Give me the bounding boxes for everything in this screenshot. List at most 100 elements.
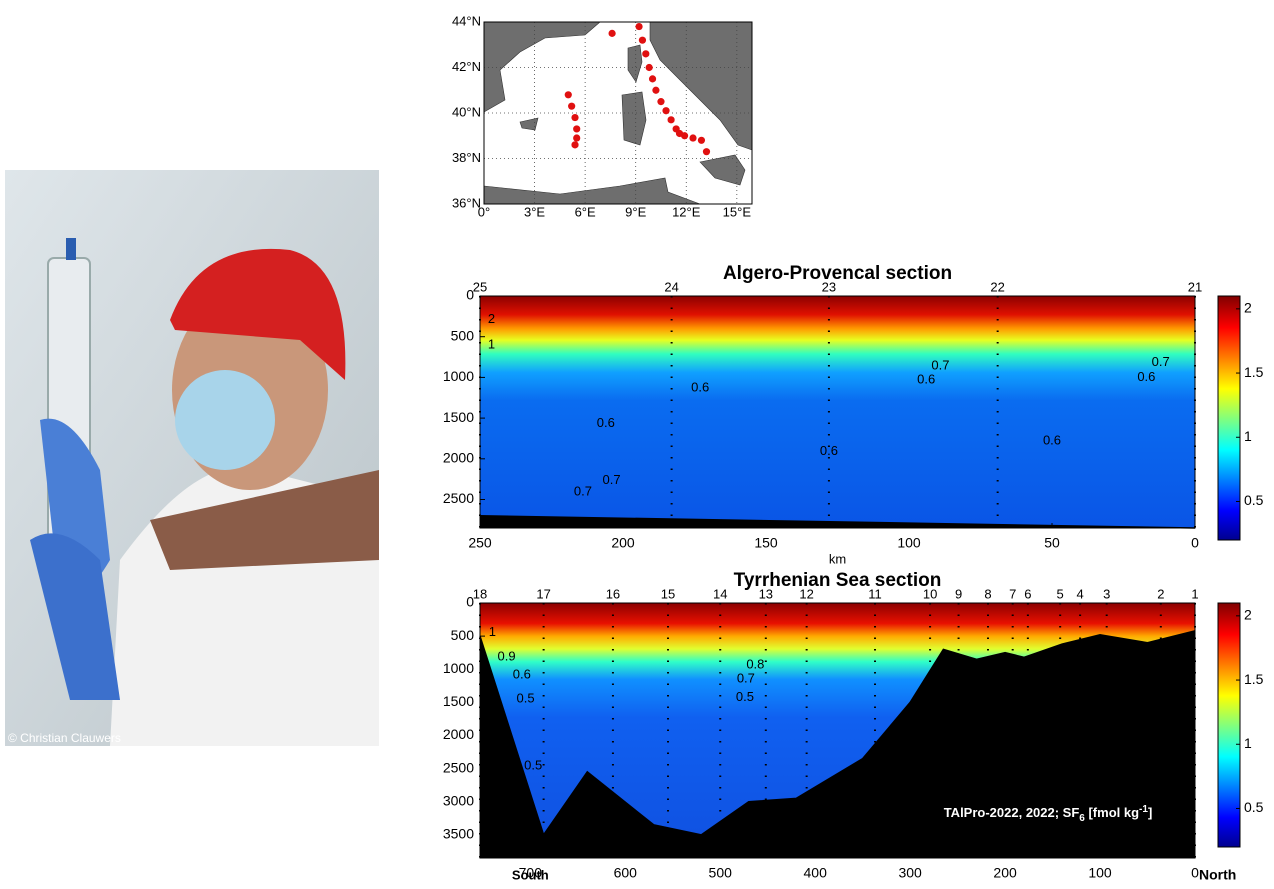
colorbar-tick-label: 2 [1244,300,1252,316]
contour-label: 2 [488,311,495,326]
map-land [483,21,753,205]
station-point [635,22,643,31]
y-tick-label: 2000 [443,726,474,742]
annotation-text: TAlPro-2022, 2022; SF [944,805,1080,820]
seafloor [479,630,1196,837]
station-point [573,134,581,142]
contour-label: 0.6 [820,443,838,458]
station-label: 21 [1188,279,1202,294]
x-tick-label: 150 [754,535,778,551]
x-tick-label: 50 [1044,535,1060,551]
map-frame [483,21,753,205]
x-end-label: North [1199,867,1236,883]
annotation-sup: -1 [1139,804,1148,815]
y-tick-label: 44°N [452,13,481,28]
contour-label: 0.6 [513,667,531,682]
station-point [662,107,670,115]
station-point [568,102,576,110]
station-point [648,75,657,83]
station-point [564,91,572,99]
y-tick-label: 36°N [452,195,481,210]
station-point [680,132,689,140]
seafloor [479,515,1196,529]
y-tick-label: 3000 [443,792,474,808]
contour-label: 0.5 [736,689,754,704]
x-tick-label: 500 [709,865,733,881]
contour-label: 0.9 [498,648,516,663]
station-label: 3 [1103,586,1110,601]
x-tick-label: 700 [519,865,543,881]
y-tick-label: 1000 [443,368,474,384]
y-tick-label: 1000 [443,660,474,676]
station-point [571,141,579,149]
concentration-field [480,296,1195,528]
photo: © Christian Clauwers [5,170,379,746]
contour-label: 0.7 [574,484,592,499]
contour-label: 0.5 [517,690,535,705]
colorbar-tick-label: 0.5 [1244,492,1264,508]
y-tick-label: 42°N [452,59,481,74]
photo-credit: © Christian Clauwers [8,731,121,745]
station-label: 7 [1009,586,1016,601]
station-point [702,148,711,156]
x-tick-label: 300 [898,865,922,881]
contour-label: 0.7 [931,357,949,372]
y-tick-label: 2500 [443,490,474,506]
contour-label: 0.6 [597,415,615,430]
station-label: 10 [923,586,937,601]
contour-label: 0.6 [1043,432,1061,447]
contour-label: 0.7 [737,671,755,686]
station-point [645,63,653,72]
station-point [689,134,697,142]
station-point [652,86,660,94]
station-point [657,98,665,106]
contour-label: 0.6 [917,371,935,386]
contour-label: 1 [488,336,495,351]
station-label: 24 [664,279,678,294]
station-point [667,116,675,124]
x-tick-label: 0° [478,204,490,219]
y-tick-label: 2000 [443,450,474,466]
y-tick-label: 0 [466,594,474,610]
contour-label: 0.5 [524,757,542,772]
y-tick-label: 1500 [443,693,474,709]
contour-label: 0.6 [1137,369,1155,384]
contour-label: 0.7 [1152,354,1170,369]
colorbar-tick-label: 1.5 [1244,671,1264,687]
x-tick-label: 12°E [672,204,701,219]
station-label: 4 [1076,586,1083,601]
annotation-end: ] [1148,805,1152,820]
x-tick-label: 9°E [625,204,646,219]
annotation: TAlPro-2022, 2022; SF6 [fmol kg-1] [944,804,1153,824]
station-label: 14 [713,586,727,601]
x-tick-label: 200 [993,865,1017,881]
y-tick-label: 500 [451,327,475,343]
x-tick-label: 6°E [575,204,596,219]
seafloor-fill [480,630,1195,858]
x-tick-label: 100 [1088,865,1112,881]
colorbar [1217,602,1241,848]
station-label: 6 [1024,586,1031,601]
colorbar-tick-label: 2 [1244,607,1252,623]
x-tick-label: 3°E [524,204,545,219]
station-label: 5 [1057,586,1064,601]
station-label: 18 [473,586,487,601]
station-label: 11 [868,586,882,601]
station-label: 15 [661,586,675,601]
y-tick-label: 0 [466,287,474,303]
colorbar-tick-label: 1 [1244,735,1252,751]
station-label: 1 [1191,586,1198,601]
colorbar-tick-label: 0.5 [1244,799,1264,815]
x-tick-label: 0 [1191,535,1199,551]
x-tick-label: 100 [897,535,921,551]
station-label: 16 [606,586,620,601]
chart-title: Algero-Provencal section [723,263,952,284]
chart-title: Tyrrhenian Sea section [734,570,942,591]
station-label: 12 [799,586,813,601]
annotation-mid: [fmol kg [1085,805,1139,820]
x-tick-label: 15°E [723,204,752,219]
colorbar-tick-label: 1.5 [1244,364,1264,380]
x-tick-label: 250 [468,535,492,551]
x-tick-label: 200 [611,535,635,551]
station-label: 13 [759,586,773,601]
